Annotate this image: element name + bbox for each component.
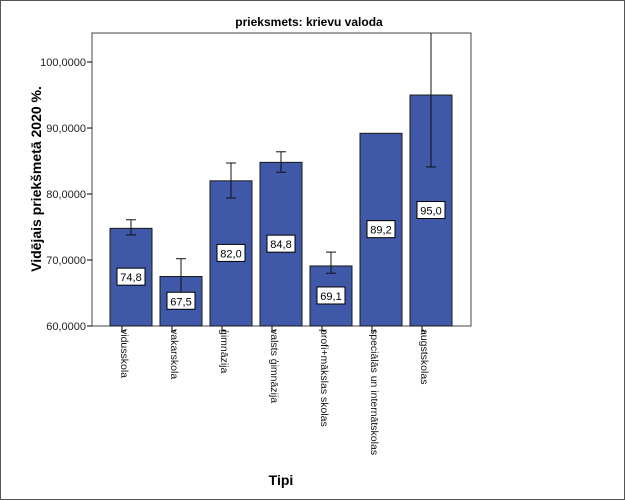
data-label: 69,1 [320,291,341,303]
y-tick-label: 80,0000 [46,189,86,201]
y-tick-label: 100,0000 [40,57,86,69]
x-tick-label: augstskolas [418,329,430,384]
y-tick-label: 90,0000 [46,123,86,135]
x-axis-label: Tipi [269,472,294,488]
data-label-box [366,220,396,239]
data-label-box [316,286,346,305]
y-tick-label: 60,0000 [46,321,86,333]
x-tick-label: profi+mākslas skolas [318,329,330,427]
data-label: 84,8 [270,239,291,251]
x-tick-label: valsts ģimnāzija [268,329,281,403]
data-label: 67,5 [170,296,191,308]
y-tick-label: 70,0000 [46,255,86,267]
chart-title: prieksmets: krievu valoda [235,15,383,29]
y-axis-label: Vidējais priekšmetā 2020 %. [28,86,44,272]
data-label-box [266,234,296,253]
x-tick-label: speciālās un internātskolas [368,329,380,455]
data-label: 89,2 [370,225,391,237]
x-tick-label: ģimnāzija [218,329,231,374]
data-label: 95,0 [420,206,441,218]
x-tick-label: vakarskola [168,329,180,379]
data-label-box [166,291,196,310]
data-label-box [116,267,146,286]
data-label-box [416,201,446,220]
data-label-box [216,243,246,262]
x-tick-label: vidusskola [118,329,130,378]
data-label: 74,8 [120,272,141,284]
data-label: 82,0 [220,248,241,260]
